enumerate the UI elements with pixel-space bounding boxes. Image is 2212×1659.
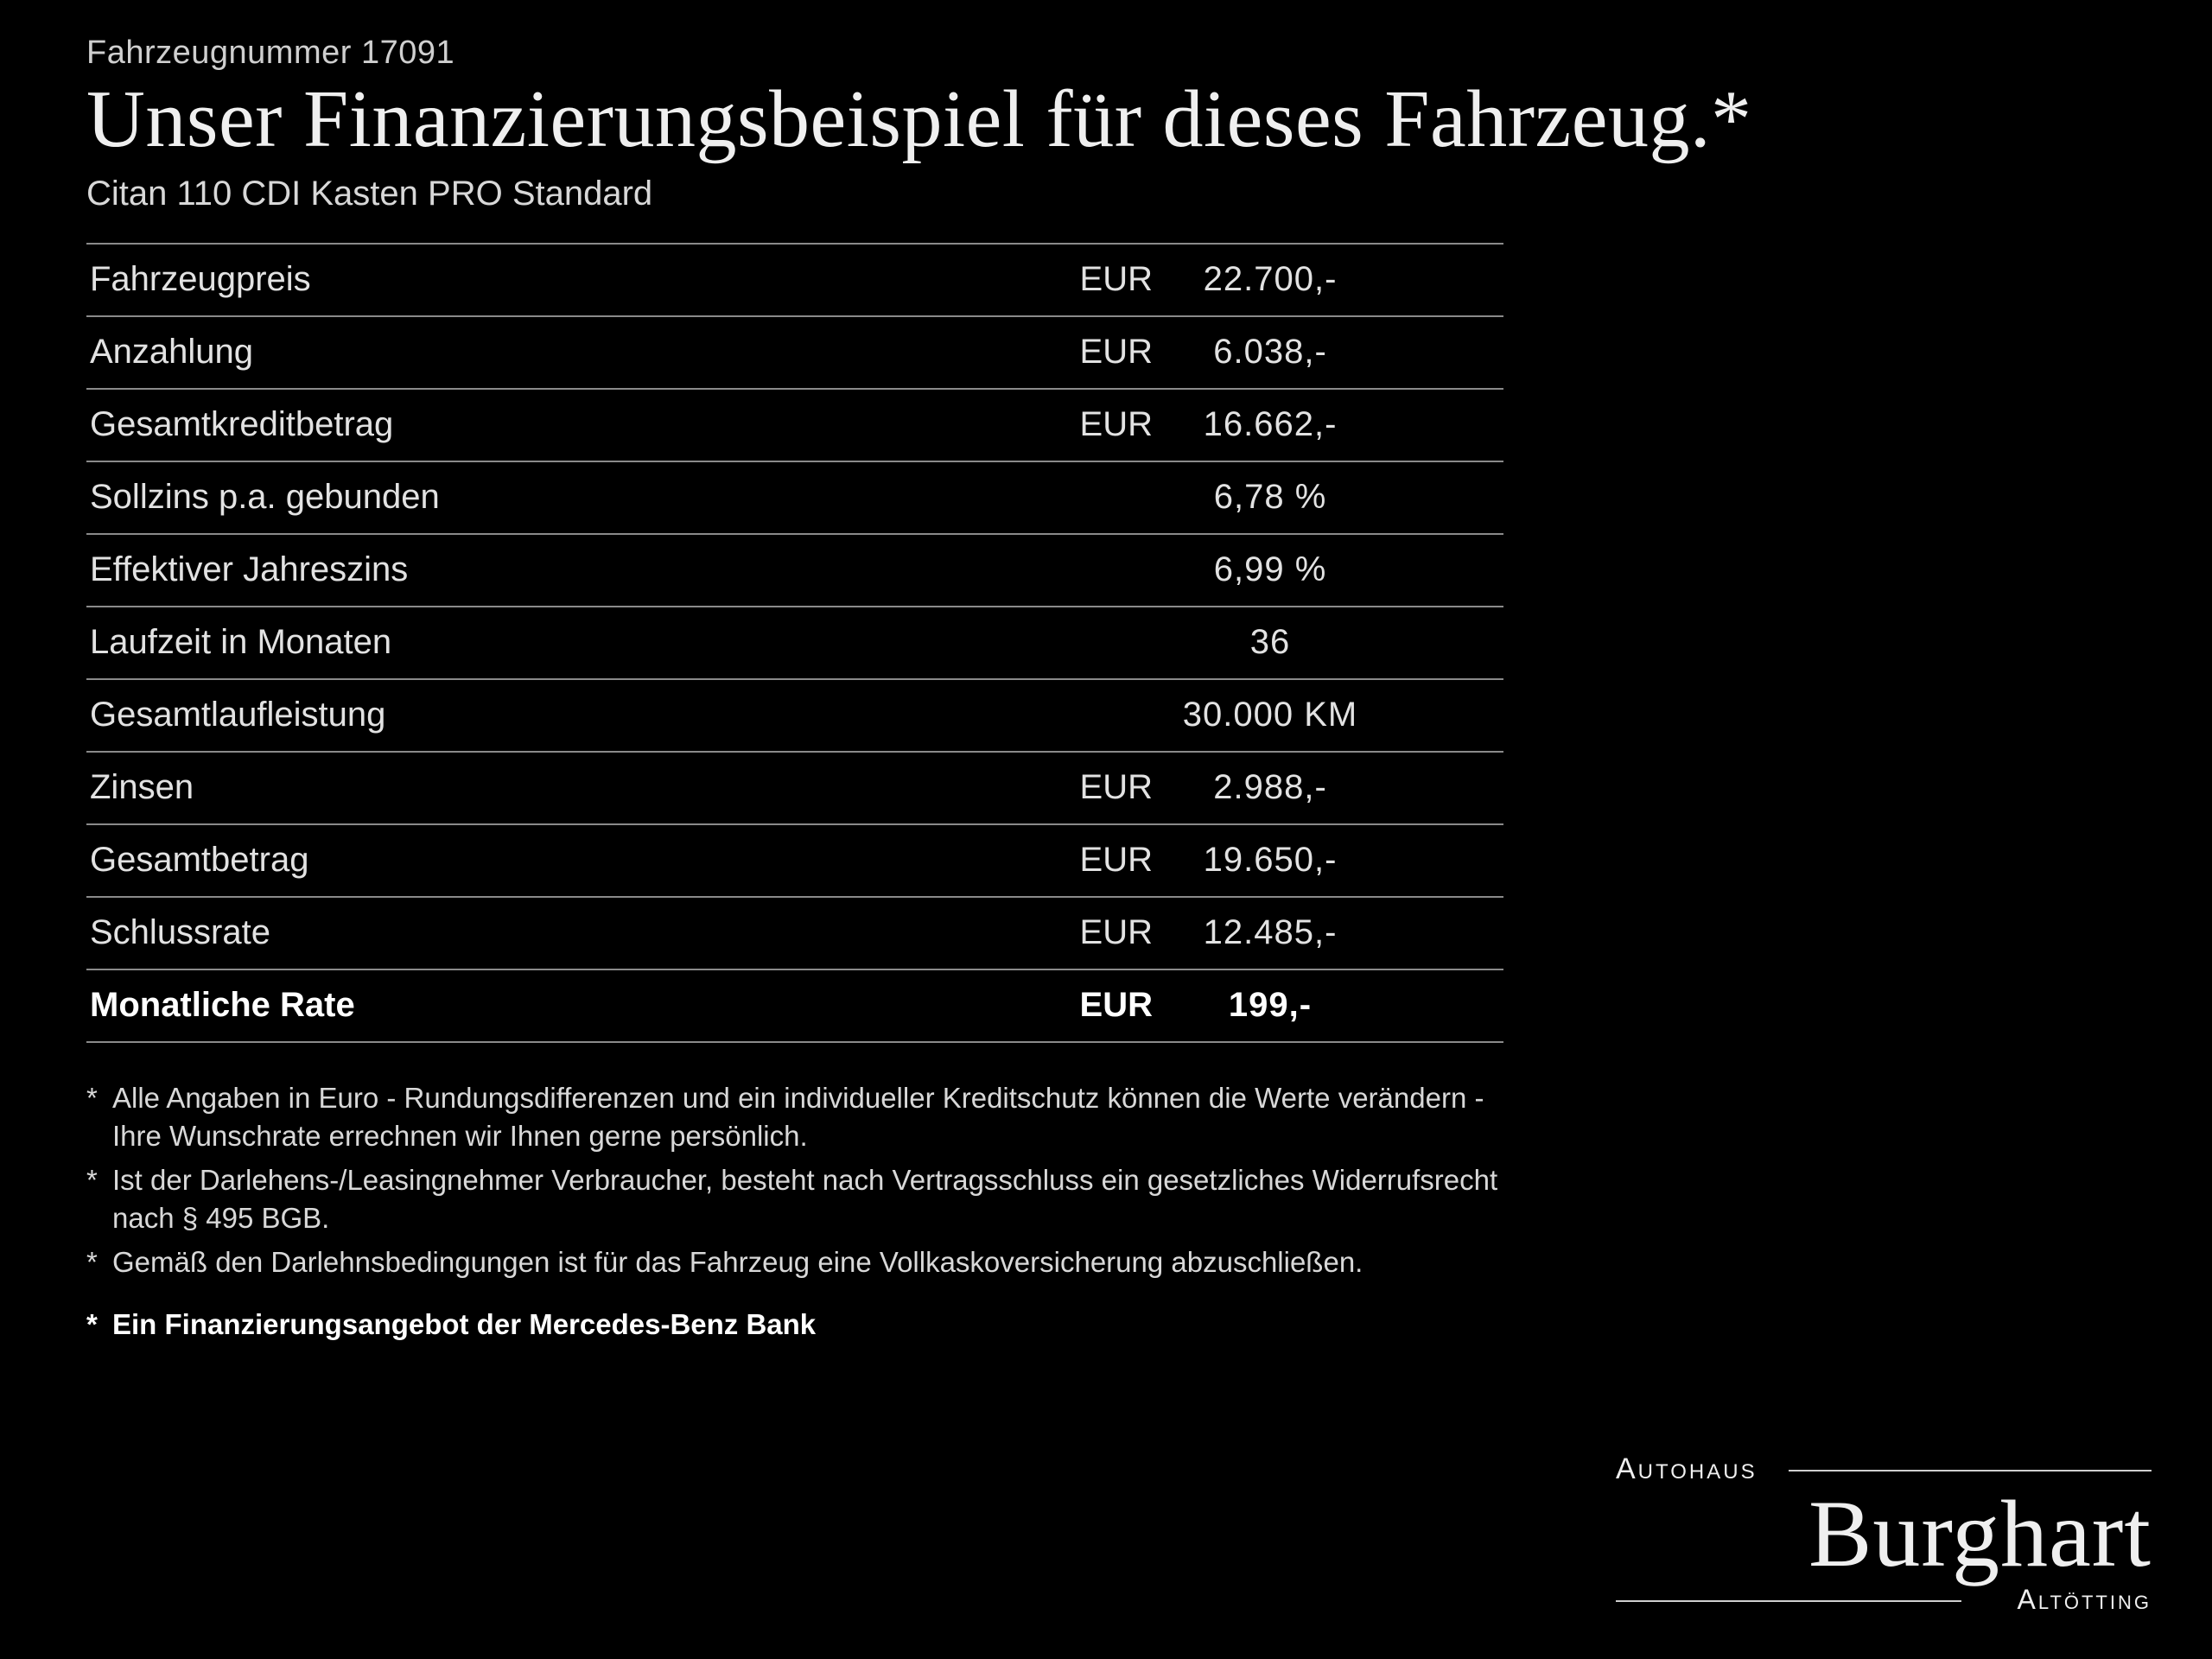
footnote-mark: * bbox=[86, 1161, 112, 1238]
table-row: Gesamtbetrag EUR 19.650,- bbox=[86, 825, 1503, 898]
row-label: Fahrzeugpreis bbox=[86, 260, 1071, 299]
footnote-text: Alle Angaben in Euro - Rundungsdifferenz… bbox=[112, 1079, 1503, 1156]
row-value: 19.650,- bbox=[1166, 841, 1374, 880]
footnote-text: Ist der Darlehens-/Leasingnehmer Verbrau… bbox=[112, 1161, 1503, 1238]
page-headline: Unser Finanzierungsbeispiel für dieses F… bbox=[86, 77, 2126, 162]
table-row: Fahrzeugpreis EUR 22.700,- bbox=[86, 245, 1503, 317]
row-currency: EUR bbox=[1071, 405, 1166, 444]
row-currency: EUR bbox=[1071, 768, 1166, 807]
table-row: Gesamtlaufleistung 30.000 KM bbox=[86, 680, 1503, 753]
row-value: 6.038,- bbox=[1166, 333, 1374, 372]
vehicle-model: Citan 110 CDI Kasten PRO Standard bbox=[86, 175, 2126, 213]
footnote: * Alle Angaben in Euro - Rundungsdiffere… bbox=[86, 1079, 1503, 1156]
row-value: 6,78 % bbox=[1166, 478, 1374, 517]
dealer-city: Altötting bbox=[1616, 1584, 2152, 1616]
row-currency: EUR bbox=[1071, 333, 1166, 372]
table-row: Anzahlung EUR 6.038,- bbox=[86, 317, 1503, 390]
vehicle-number: Fahrzeugnummer 17091 bbox=[86, 35, 2126, 72]
footnote-text: Ein Finanzierungsangebot der Mercedes-Be… bbox=[112, 1306, 1503, 1344]
row-label: Gesamtbetrag bbox=[86, 841, 1071, 880]
row-value: 16.662,- bbox=[1166, 405, 1374, 444]
table-row: Effektiver Jahreszins 6,99 % bbox=[86, 535, 1503, 607]
row-value: 36 bbox=[1166, 623, 1374, 662]
row-value: 30.000 KM bbox=[1166, 696, 1374, 734]
table-row: Zinsen EUR 2.988,- bbox=[86, 753, 1503, 825]
footnote-final: * Ein Finanzierungsangebot der Mercedes-… bbox=[86, 1306, 1503, 1344]
row-currency: EUR bbox=[1071, 913, 1166, 952]
table-row: Sollzins p.a. gebunden 6,78 % bbox=[86, 462, 1503, 535]
table-row: Schlussrate EUR 12.485,- bbox=[86, 898, 1503, 970]
row-label: Gesamtlaufleistung bbox=[86, 696, 1071, 734]
footnote-text: Gemäß den Darlehnsbedingungen ist für da… bbox=[112, 1243, 1503, 1282]
row-currency: EUR bbox=[1071, 841, 1166, 880]
row-currency: EUR bbox=[1071, 260, 1166, 299]
row-value: 12.485,- bbox=[1166, 913, 1374, 952]
table-row-total: Monatliche Rate EUR 199,- bbox=[86, 970, 1503, 1043]
footnotes: * Alle Angaben in Euro - Rundungsdiffere… bbox=[86, 1079, 1503, 1344]
row-label: Monatliche Rate bbox=[86, 986, 1071, 1025]
row-label: Anzahlung bbox=[86, 333, 1071, 372]
row-value: 6,99 % bbox=[1166, 550, 1374, 589]
dealer-top-line: Autohaus bbox=[1616, 1452, 2152, 1486]
footnote-mark: * bbox=[86, 1079, 112, 1156]
dealer-name: Burghart bbox=[1616, 1479, 2152, 1589]
row-label: Zinsen bbox=[86, 768, 1071, 807]
footnote: * Gemäß den Darlehnsbedingungen ist für … bbox=[86, 1243, 1503, 1282]
row-value: 199,- bbox=[1166, 986, 1374, 1025]
table-row: Gesamtkreditbetrag EUR 16.662,- bbox=[86, 390, 1503, 462]
row-value: 22.700,- bbox=[1166, 260, 1374, 299]
row-label: Sollzins p.a. gebunden bbox=[86, 478, 1071, 517]
row-label: Gesamtkreditbetrag bbox=[86, 405, 1071, 444]
row-value: 2.988,- bbox=[1166, 768, 1374, 807]
row-label: Laufzeit in Monaten bbox=[86, 623, 1071, 662]
footnote-mark: * bbox=[86, 1243, 112, 1282]
row-label: Schlussrate bbox=[86, 913, 1071, 952]
financing-page: Fahrzeugnummer 17091 Unser Finanzierungs… bbox=[0, 0, 2212, 1659]
row-label: Effektiver Jahreszins bbox=[86, 550, 1071, 589]
footnote-mark: * bbox=[86, 1306, 112, 1344]
footnote: * Ist der Darlehens-/Leasingnehmer Verbr… bbox=[86, 1161, 1503, 1238]
financing-table: Fahrzeugpreis EUR 22.700,- Anzahlung EUR… bbox=[86, 243, 1503, 1043]
table-row: Laufzeit in Monaten 36 bbox=[86, 607, 1503, 680]
row-currency: EUR bbox=[1071, 986, 1166, 1025]
dealer-logo: Autohaus Burghart Altötting bbox=[1616, 1452, 2152, 1616]
